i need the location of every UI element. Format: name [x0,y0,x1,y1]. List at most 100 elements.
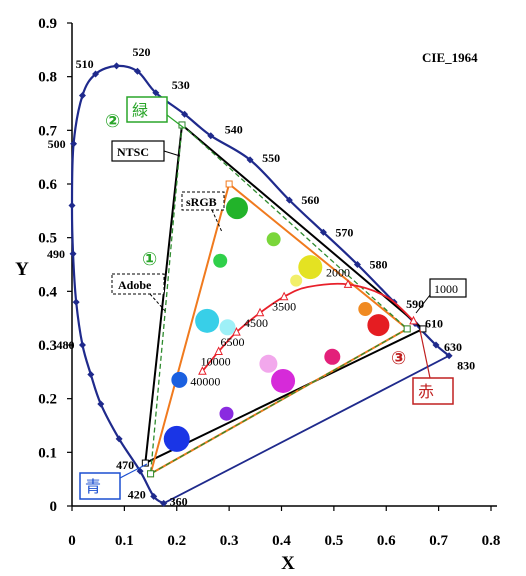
wavelength-label: 420 [128,487,146,501]
wavelength-label: 530 [172,78,190,92]
y-tick-label: 0.9 [38,16,57,32]
color-sample [259,354,278,373]
x-tick-label: 0.3 [220,533,239,549]
wavelength-label: 610 [425,317,443,331]
t1000-label: 1000 [434,282,458,296]
red-kanji: 赤 [418,382,434,401]
ct-marker [343,279,353,288]
wavelength-label: 630 [444,340,462,354]
locus-marker [72,298,80,306]
wavelength-label: 570 [335,225,353,239]
locus-marker [113,62,121,70]
blue-kanji: 青 [85,477,101,496]
ntsc-callout: NTSC [111,140,181,162]
wavelength-label: 360 [170,494,188,508]
color-sample [225,197,248,220]
color-sample [290,274,303,287]
x-tick-label: 0 [68,533,76,549]
wavelength-label: 540 [225,123,243,137]
color-sample [266,232,281,247]
locus-marker [152,89,160,97]
wavelength-label: 470 [116,458,134,472]
locus-marker [115,435,123,443]
color-sample [324,348,341,365]
locus-marker [136,467,144,475]
purple-line [163,354,450,505]
ct-label: 40000 [190,374,220,388]
x-tick-label: 0.2 [167,533,186,549]
locus-marker [353,261,361,268]
x-tick-label: 0.6 [377,533,396,549]
color-sample [358,302,373,317]
y-tick-label: 0.3 [38,338,57,354]
axes: 0 0.1 0.2 0.3 0.4 0.5 0.6 0.7 0.8 0 0.1 0.2 0.3 0.4 0.… [15,16,500,574]
ct-label: 3500 [272,300,296,314]
color-sample [163,425,190,452]
locus-marker [319,228,327,236]
srgb-label: sRGB [186,195,217,209]
ct-label: 6500 [220,335,244,349]
wavelength-label: 480 [56,338,74,352]
locus-marker [69,250,77,258]
wavelength-label: 490 [47,247,65,261]
gamut-adobe [149,123,409,475]
adobe-label: Adobe [118,278,152,292]
wavelength-label: 590 [406,297,424,311]
locus-marker [150,492,158,500]
color-sample [219,319,236,336]
wavelength-label: 510 [76,57,94,71]
wavelength-label: 830 [457,359,475,373]
wavelength-label: 560 [301,193,319,207]
adobe-callout: Adobe [111,273,167,313]
wavelength-label: 550 [262,151,280,165]
y-tick-label: 0.6 [38,177,57,193]
green-kanji: 緑 [132,101,148,120]
gamut-vertex [147,470,155,478]
wavelength-label: 580 [369,258,387,272]
red-callout: ③ 赤 [391,329,454,405]
circled-2: ② [105,111,120,132]
y-tick-label: 0 [50,499,58,515]
y-tick-label: 0.8 [38,70,57,86]
locus-marker [160,499,168,507]
locus-marker [133,67,141,75]
circled-3: ③ [391,348,406,369]
x-axis-title: X [281,553,295,574]
y-tick-label: 0.5 [38,231,57,247]
ct-marker [279,291,289,301]
y-tick-label: 0.1 [38,445,57,461]
gamut-vertex [178,121,186,129]
locus-marker [78,91,86,99]
locus-marker [87,371,95,379]
wavelength-label: 500 [48,137,66,151]
ct-label: 2000 [326,265,350,279]
color-sample [171,371,188,388]
locus-marker [207,132,215,140]
locus-marker [97,400,105,408]
green-callout: ② 緑 [105,96,185,132]
ct-marker [198,366,207,375]
color-sample [367,314,390,337]
x-tick-label: 0.8 [482,533,501,549]
color-sample [298,255,323,280]
gamut-vertex [141,459,149,467]
locus-marker [70,140,78,148]
ct-marker [214,346,223,355]
x-tick-label: 0.1 [115,533,134,549]
ct-label: 10000 [201,354,231,368]
color-samples [163,197,390,452]
locus-marker [78,341,86,349]
y-tick-label: 0.4 [38,284,57,300]
ct-marker [232,327,241,336]
gamut-vertex [419,325,427,333]
locus-marker [246,156,254,164]
circled-1: ① [142,249,157,270]
gamut-vertex [403,325,411,333]
color-sample [219,406,234,421]
ntsc-label: NTSC [117,145,149,159]
color-sample [195,308,220,333]
color-sample [271,368,296,393]
locus-marker [432,341,440,349]
